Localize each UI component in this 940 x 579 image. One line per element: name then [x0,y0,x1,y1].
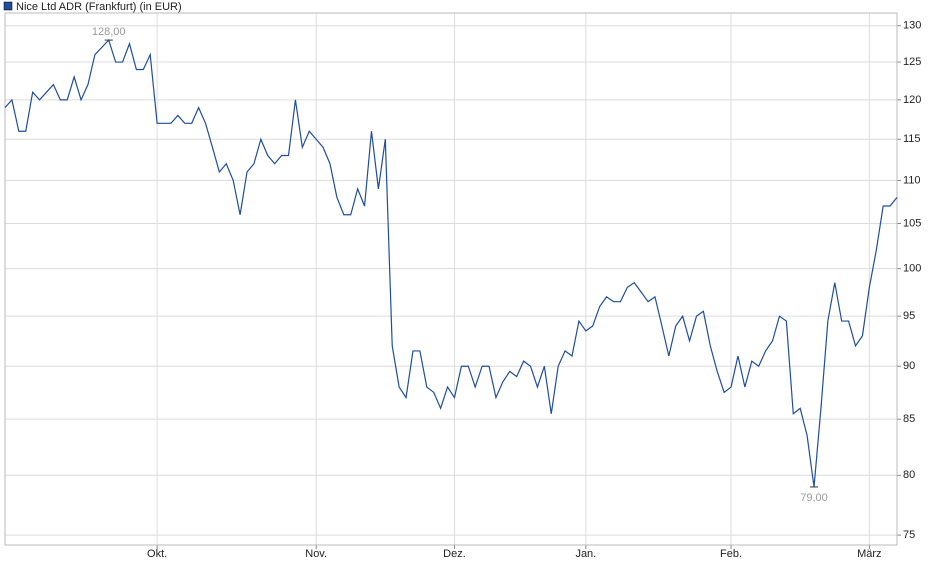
y-tick-label: 115 [903,133,921,145]
x-tick-label: Jan. [575,548,596,560]
y-tick-label: 120 [903,94,921,106]
y-tick-label: 105 [903,217,921,229]
y-tick-label: 85 [903,413,915,425]
y-tick-label: 130 [903,20,921,32]
value-label: 128,00 [92,26,126,38]
price-line [4,38,898,488]
value-label: 79,00 [800,492,828,504]
y-tick-label: 110 [903,174,921,186]
x-tick-label: März [857,548,881,560]
legend-label: Nice Ltd ADR (Frankfurt) (in EUR) [16,1,182,13]
plot-frame [4,12,898,546]
x-tick-label: Okt. [147,548,167,560]
y-tick-label: 95 [903,310,915,322]
y-tick-label: 80 [903,469,915,481]
legend-swatch [3,1,13,11]
x-tick-label: Dez. [443,548,466,560]
y-tick-label: 100 [903,263,921,275]
y-tick-label: 75 [903,529,915,541]
y-tick-label: 125 [903,56,921,68]
x-tick-label: Feb. [720,548,742,560]
y-tick-label: 90 [903,360,915,372]
x-tick-label: Nov. [305,548,327,560]
